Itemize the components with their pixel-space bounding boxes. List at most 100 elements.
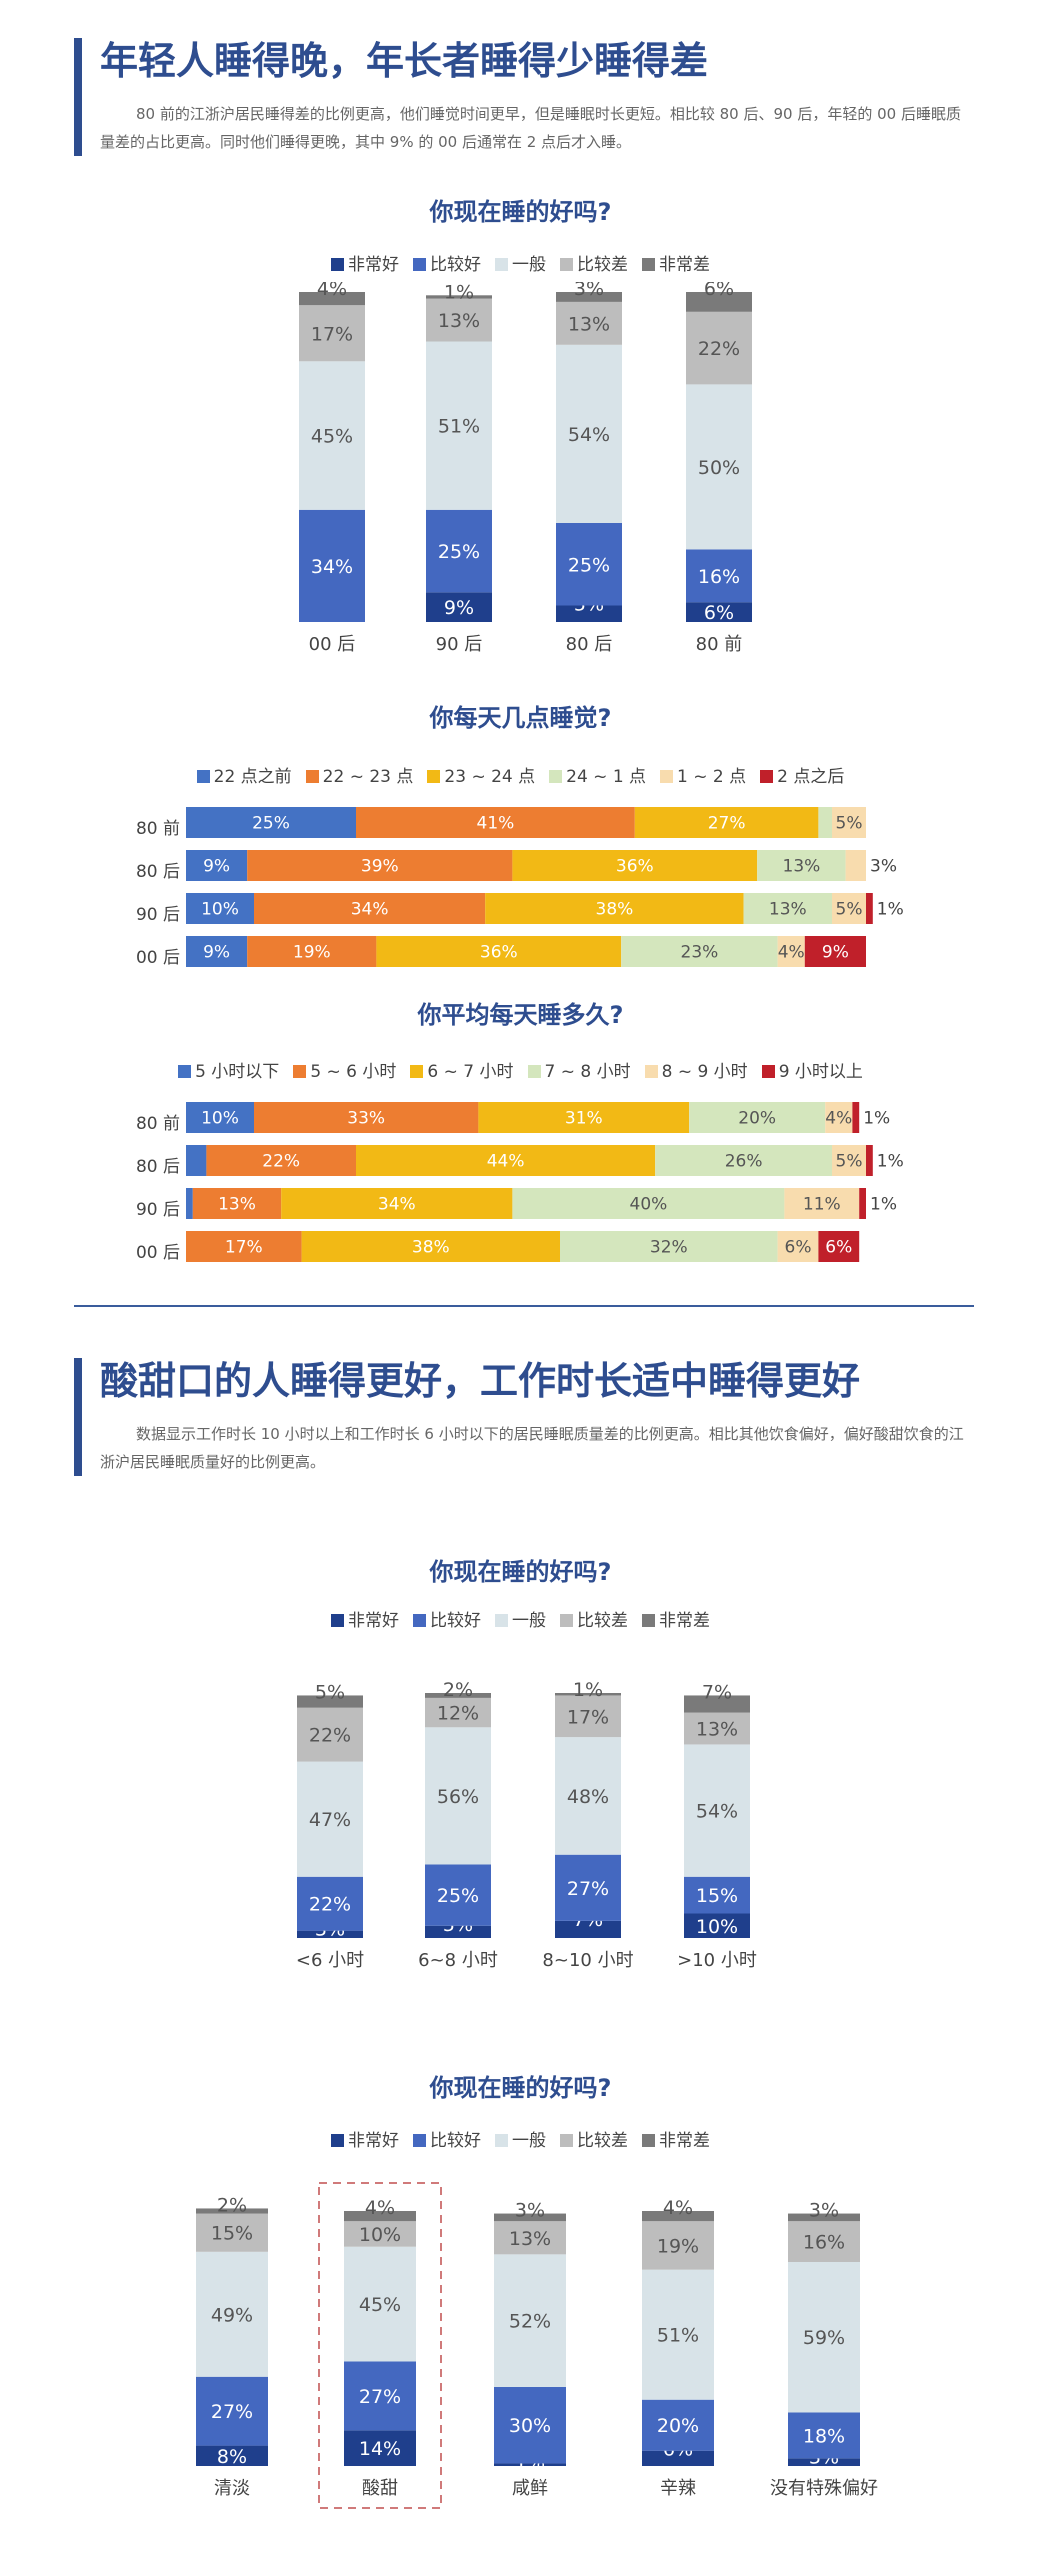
bar-segment-6-8-小时-1 [425,1864,491,1926]
data-label: 45% [359,2294,401,2316]
data-label: 40% [630,1195,668,1215]
data-label: 20% [738,1109,776,1129]
data-label: 45% [311,426,353,448]
data-label: 3% [574,282,604,300]
legend-item-0: 非常好 [331,2126,399,2151]
bar-segment-10-小时-2 [684,1744,750,1877]
legend-item-0: 非常好 [331,250,399,275]
data-label: 4% [365,2197,395,2219]
legend-label: 1 ~ 2 点 [677,767,747,787]
chart-3-legend: 5 小时以下 5 ~ 6 小时 6 ~ 7 小时 7 ~ 8 小时 8 ~ 9 小时 9 … [0,1057,1041,1082]
bar-segment-8-10-小时-1 [555,1854,621,1921]
legend-label: 5 小时以下 [195,1062,280,1082]
chart-1-title: 你现在睡的好吗? [429,198,612,226]
category-label-00-后: 00 后 [136,948,180,968]
bar-segment-清淡-0 [196,2445,268,2466]
bar-segment-6-小时-2 [297,1761,363,1877]
data-label: 14% [359,2438,401,2460]
legend-swatch [495,258,508,271]
legend-item-3: 比较差 [560,1606,628,1631]
legend-label: 22 ~ 23 点 [322,767,414,787]
data-label: 5% [836,900,863,920]
category-label-90-后: 90 后 [436,634,483,652]
legend-item-2: 一般 [495,250,546,275]
bar-segment-10-小时-4 [684,1695,750,1713]
data-label: 7% [702,1681,732,1703]
chart-4-title: 你现在睡的好吗? [429,1558,612,1586]
legend-item-4: 1 ~ 2 点 [660,762,746,787]
legend-swatch [549,770,563,783]
data-label: 3% [870,857,897,877]
bar-segment-酸甜-3 [344,2221,416,2247]
category-label-00-后: 00 后 [309,634,356,652]
data-label: 8% [217,2446,247,2468]
bar-segment-8-10-小时-3 [555,1695,621,1738]
data-label: 13% [769,900,807,920]
data-label: 27% [359,2386,401,2408]
bar-segment-90-后-3 [426,298,492,342]
data-label: 4% [825,1109,852,1129]
legend-item-3: 7 ~ 8 小时 [527,1057,631,1082]
data-label: 27% [211,2401,253,2423]
data-label: 13% [568,313,610,335]
bar-segment-90-后-3 [512,1188,785,1219]
chart-2-legend: 22 点之前 22 ~ 23 点 23 ~ 24 点 24 ~ 1 点 1 ~ 2 点 2… [0,762,1041,787]
legend-swatch [760,770,774,783]
data-label: 1% [573,1679,603,1701]
bar-segment-8-10-小时-0 [555,1920,621,1938]
legend-swatch [331,2134,344,2147]
bar-segment-90-后-3 [743,893,832,924]
data-label: 5% [836,814,863,834]
bar-segment-没有特殊偏好-1 [788,2412,860,2459]
bar-segment-清淡-1 [196,2376,268,2446]
bar-segment-辛辣-2 [642,2269,714,2400]
legend-label: 非常差 [659,255,710,275]
bar-segment-清淡-4 [196,2208,268,2214]
legend-item-0: 22 点之前 [196,762,292,787]
legend-swatch [560,2134,573,2147]
category-label-10-小时: >10 小时 [677,1950,757,1971]
legend-swatch [495,2134,508,2147]
legend-label: 22 点之前 [213,767,292,787]
bar-segment-80-前-3 [818,807,832,838]
bar-segment-6-8-小时-4 [425,1693,491,1698]
legend-swatch [293,1065,307,1078]
category-label-90-后: 90 后 [136,905,180,925]
legend-item-2: 23 ~ 24 点 [427,762,535,787]
bar-segment-辛辣-1 [642,2399,714,2451]
data-label: 36% [616,857,654,877]
bar-segment-90-后-5 [859,1188,866,1219]
bar-segment-10-小时-0 [684,1913,750,1938]
legend-label: 比较差 [577,1611,628,1631]
legend-label: 非常好 [348,2131,399,2151]
bar-segment-90-后-1 [254,893,486,924]
data-label: 47% [309,1809,351,1831]
bar-segment-咸鲜-2 [494,2254,566,2387]
bar-segment-没有特殊偏好-0 [788,2458,860,2466]
bar-segment-00-后-3 [299,305,365,362]
section-1-accent-bar [74,38,82,156]
data-label: 54% [568,424,610,446]
bar-segment-80-后-3 [556,301,622,345]
bar-segment-80-前-5 [852,1102,860,1133]
bar-segment-清淡-2 [196,2251,268,2377]
data-label: 27% [567,1878,609,1900]
chart-1-legend: 非常好 比较好 一般 比较差 非常差 [0,250,1041,275]
data-label: 9% [822,943,849,963]
bar-segment-酸甜-0 [344,2430,416,2466]
legend-swatch [560,258,573,271]
category-label-80-前: 80 前 [136,1114,180,1134]
bar-segment-90-后-2 [485,893,744,924]
data-label: 22% [309,1725,351,1747]
data-label: 9% [203,857,230,877]
legend-swatch [413,1614,426,1627]
bar-segment-咸鲜-0 [494,2463,566,2466]
data-label: 9% [203,943,230,963]
legend-label: 比较好 [430,2131,481,2151]
bar-segment-00-后-5 [804,936,866,967]
data-label: 52% [509,2311,551,2333]
legend-item-1: 22 ~ 23 点 [305,762,414,787]
legend-label: 非常好 [348,1611,399,1631]
data-label: 13% [696,1719,738,1741]
data-label: 25% [437,1885,479,1907]
